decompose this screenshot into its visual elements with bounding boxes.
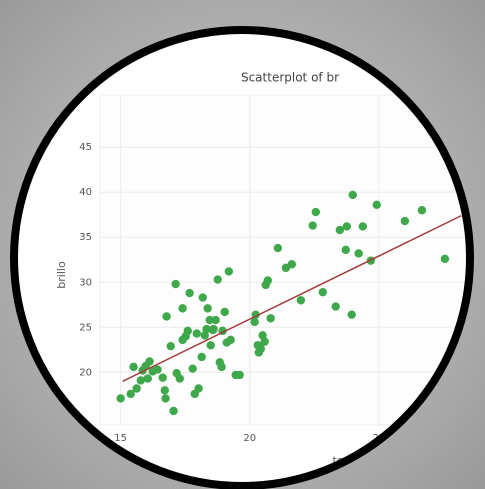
point <box>347 310 356 319</box>
point <box>116 394 125 403</box>
trend-line <box>122 214 462 382</box>
point <box>372 200 381 210</box>
point <box>160 386 169 395</box>
circle-frame <box>10 26 474 489</box>
point <box>273 243 283 253</box>
point <box>440 254 450 264</box>
point <box>132 384 141 393</box>
point <box>203 304 212 313</box>
point <box>258 331 267 340</box>
plot-area <box>99 94 470 426</box>
point <box>342 222 351 231</box>
point <box>226 335 235 345</box>
x-tick-label: 15 <box>114 433 127 444</box>
point <box>158 373 167 382</box>
point <box>171 279 180 289</box>
point <box>136 376 145 385</box>
point <box>209 324 218 334</box>
point <box>198 293 207 302</box>
point <box>217 362 226 372</box>
point <box>263 276 273 285</box>
y-tick-label: 30 <box>79 277 92 288</box>
point <box>308 221 317 230</box>
point <box>417 206 427 215</box>
x-tick-label: 20 <box>243 433 256 444</box>
point <box>185 288 194 298</box>
point <box>145 357 154 366</box>
point <box>202 324 211 334</box>
point <box>194 384 203 393</box>
point <box>260 337 269 346</box>
point <box>206 341 215 350</box>
point <box>311 207 321 217</box>
y-tick-label: 45 <box>79 142 92 153</box>
point <box>153 365 162 374</box>
point <box>296 296 306 305</box>
point <box>205 315 214 325</box>
point <box>188 364 197 373</box>
y-tick-label: 35 <box>79 232 92 243</box>
point <box>169 406 178 416</box>
point <box>354 249 363 258</box>
point <box>400 216 410 226</box>
point <box>358 222 368 231</box>
point <box>213 275 222 284</box>
point <box>200 331 210 340</box>
y-tick-label: 20 <box>79 367 92 378</box>
point <box>211 315 220 325</box>
point <box>250 317 259 327</box>
point <box>224 267 234 276</box>
point <box>162 312 171 321</box>
point <box>143 374 152 383</box>
point <box>178 304 187 313</box>
point <box>175 374 184 383</box>
point <box>161 394 170 403</box>
point <box>192 329 202 338</box>
point <box>129 362 138 372</box>
point <box>256 344 266 354</box>
point <box>287 260 297 269</box>
y-tick-label: 25 <box>79 322 92 333</box>
point <box>220 307 229 317</box>
point <box>197 352 206 362</box>
point <box>341 245 350 255</box>
point <box>335 225 345 235</box>
point <box>126 389 135 399</box>
point <box>183 326 192 336</box>
chart-title: Scatterplot of br <box>241 71 339 85</box>
y-tick-label: 40 <box>79 187 92 198</box>
point <box>266 314 275 323</box>
point <box>348 190 357 200</box>
point <box>331 302 340 311</box>
y-axis-label: brillo <box>55 261 68 289</box>
point <box>318 287 327 297</box>
point <box>235 370 244 380</box>
point <box>166 341 175 351</box>
